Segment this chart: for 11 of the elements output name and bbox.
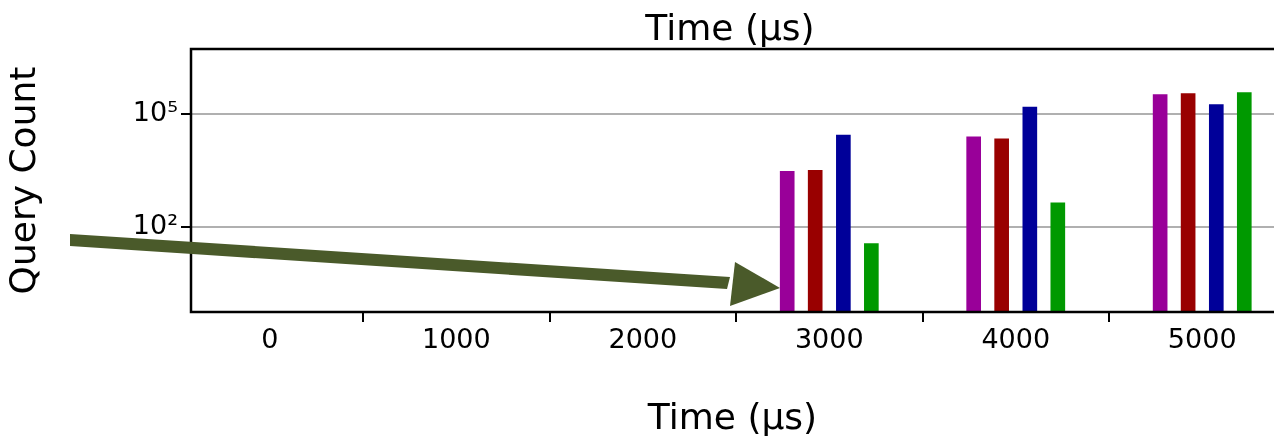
x-tick-label: 2000: [608, 323, 678, 355]
x-tick-label: 1000: [421, 323, 491, 355]
x-axis-title: Time (µs): [646, 395, 818, 437]
text: Time (µs): [644, 7, 815, 48]
y-axis-title: Query Count: [1, 66, 43, 295]
x-tick-label: 5000: [1167, 323, 1237, 355]
y-tick-label: 10⁵: [132, 96, 178, 128]
x-tick-label: 3000: [794, 323, 864, 355]
y-tick-label: 10²: [132, 209, 178, 241]
x-tick-label: 4000: [981, 323, 1051, 355]
x-tick-label: 0: [261, 323, 279, 355]
